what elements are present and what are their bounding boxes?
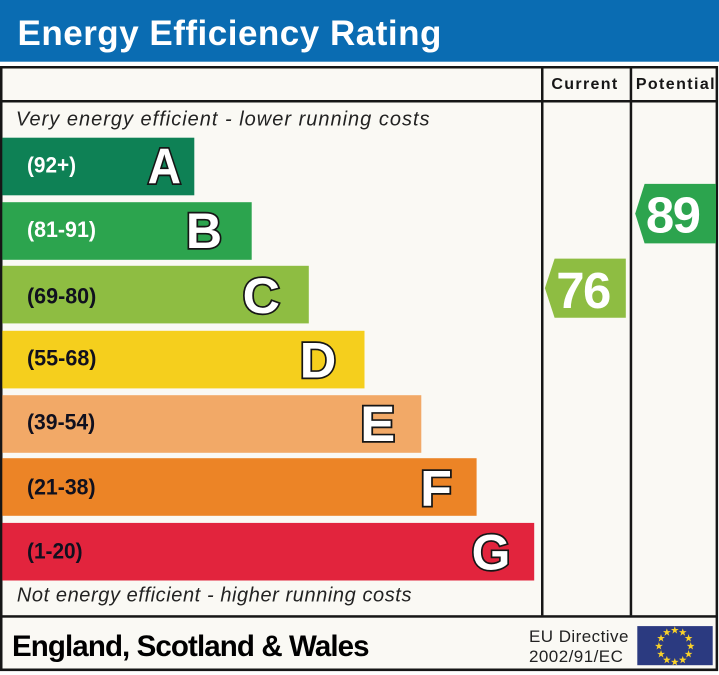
- svg-text:G: G: [472, 525, 511, 581]
- svg-text:76: 76: [556, 262, 610, 319]
- svg-text:B: B: [186, 203, 222, 259]
- svg-text:A: A: [148, 139, 181, 195]
- svg-text:C: C: [243, 268, 280, 324]
- svg-text:89: 89: [646, 187, 700, 244]
- svg-text:(81-91): (81-91): [27, 217, 96, 242]
- svg-text:F: F: [420, 461, 452, 517]
- svg-text:Current: Current: [551, 76, 618, 93]
- svg-text:2002/91/EC: 2002/91/EC: [529, 647, 623, 666]
- svg-text:(39-54): (39-54): [27, 409, 95, 434]
- svg-text:D: D: [300, 332, 337, 388]
- svg-text:Not energy efficient - higher: Not energy efficient - higher running co…: [17, 584, 412, 606]
- svg-text:(92+): (92+): [27, 153, 76, 178]
- svg-text:England, Scotland & Wales: England, Scotland & Wales: [12, 630, 369, 663]
- svg-text:E: E: [360, 396, 395, 452]
- svg-text:Energy Efficiency Rating: Energy Efficiency Rating: [18, 14, 442, 53]
- svg-text:(1-20): (1-20): [27, 539, 83, 564]
- svg-text:(69-80): (69-80): [27, 283, 96, 308]
- svg-text:(21-38): (21-38): [27, 474, 96, 499]
- svg-text:Potential: Potential: [636, 76, 716, 93]
- svg-text:Very energy efficient - lower: Very energy efficient - lower running co…: [16, 108, 431, 130]
- svg-text:(55-68): (55-68): [27, 346, 97, 371]
- svg-text:EU Directive: EU Directive: [529, 627, 629, 646]
